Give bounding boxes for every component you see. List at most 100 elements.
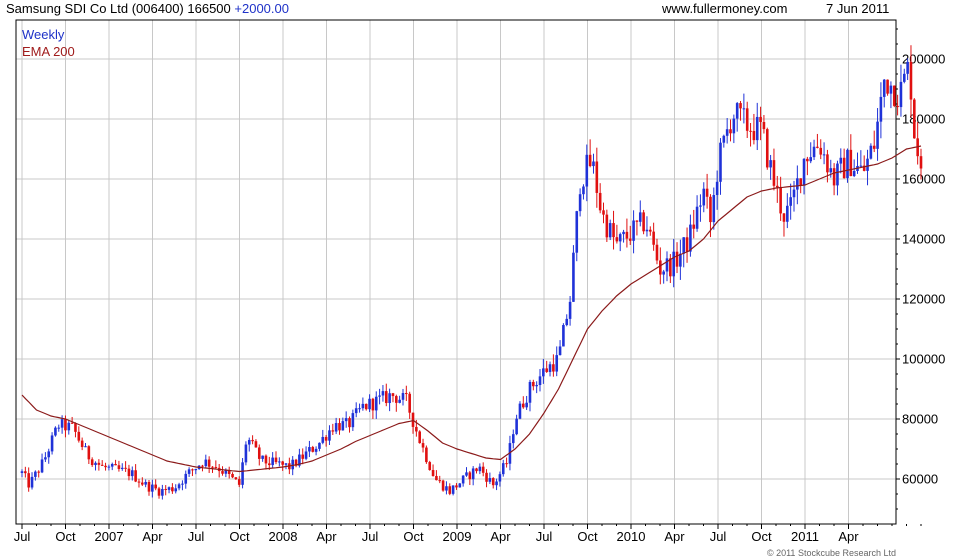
candle-body [244,444,248,463]
candle-body [40,459,44,473]
candle-body [110,463,114,467]
candle-body [57,427,61,429]
candle-body [137,481,141,483]
candle-body [448,486,452,494]
candle-body [187,469,191,474]
candle-body [24,471,27,474]
x-tick-label: 2009 [443,529,472,544]
x-tick-label: Oct [403,529,424,544]
candle-body [161,488,164,496]
candle-body [518,403,522,419]
x-tick-label: Oct [55,529,76,544]
candle-body [461,475,465,484]
candle-body [348,418,351,428]
y-tick-label: 120000 [902,292,945,307]
candle-body [715,181,719,196]
candle-body [368,398,371,410]
x-tick-label: Jul [710,529,727,544]
candle-body [84,446,87,448]
candle-body [371,398,375,411]
candle-body [822,154,826,156]
candle-body [749,130,752,132]
candle-body [455,485,458,488]
candle-body [284,463,288,465]
candle-body [167,487,171,490]
candle-body [358,408,361,410]
candle-body [846,149,849,179]
candle-body [545,368,548,372]
candle-body [485,472,488,482]
candle-body [247,439,251,445]
candle-body [324,436,328,441]
candle-body [94,462,97,466]
x-tick-label: Apr [142,529,163,544]
candle-body [665,258,669,272]
candle-body [227,470,231,474]
candle-body [745,108,749,131]
candle-body [30,476,34,488]
candle-body [117,465,121,469]
candle-body [134,470,137,482]
candle-body [695,206,699,229]
source-site: www.fullermoney.com [662,1,788,16]
candle-body [495,481,498,486]
candle-body [388,393,391,404]
x-tick-label: Jul [14,529,31,544]
candle-body [515,418,518,435]
candle-body [525,402,528,408]
candle-body [598,192,602,211]
candle-body [635,220,639,222]
x-tick-label: Jul [362,529,379,544]
x-tick-label: Oct [751,529,772,544]
candle-body [655,244,659,261]
candle-body [809,157,813,162]
candle-body [522,403,525,408]
candle-body [608,223,612,238]
candle-body [64,419,67,431]
candle-body [374,396,378,411]
candle-body [411,412,415,427]
candle-body [759,116,762,122]
candle-body [802,158,806,186]
candle-body [812,146,816,158]
candle-body [816,146,819,148]
candle-body [221,471,224,474]
candle-body [491,478,495,486]
candle-body [481,466,485,473]
candle-body [391,393,395,397]
candle-body [542,368,545,377]
candle-body [555,355,559,372]
candle-body [889,85,893,94]
candle-body [338,423,341,431]
candle-body [909,61,913,100]
title-text: Samsung SDI Co Ltd (006400) 166500 [6,1,231,16]
candle-body [281,461,284,465]
candle-body [839,157,843,164]
x-tick-label: Oct [577,529,598,544]
candle-body [842,157,846,179]
candle-body [468,472,472,480]
candle-body [171,487,174,492]
candle-body [124,467,127,469]
candle-body [278,461,281,463]
candle-body [47,451,51,458]
candle-body [628,238,632,241]
candle-body [692,224,696,229]
candle-body [107,466,111,468]
candle-body [625,231,629,239]
candle-body [341,421,345,431]
candle-body [775,185,779,188]
candle-body [431,470,435,476]
ema-200-line [21,145,922,473]
candle-body [772,160,776,186]
candle-body [207,459,211,467]
candle-body [886,79,889,94]
candle-body [682,237,686,254]
candle-body [311,447,315,452]
candle-body [819,147,823,155]
candle-body [144,481,147,485]
candle-body [54,427,57,436]
candle-body [488,478,492,482]
candle-body [685,237,689,252]
candle-body [565,318,569,326]
